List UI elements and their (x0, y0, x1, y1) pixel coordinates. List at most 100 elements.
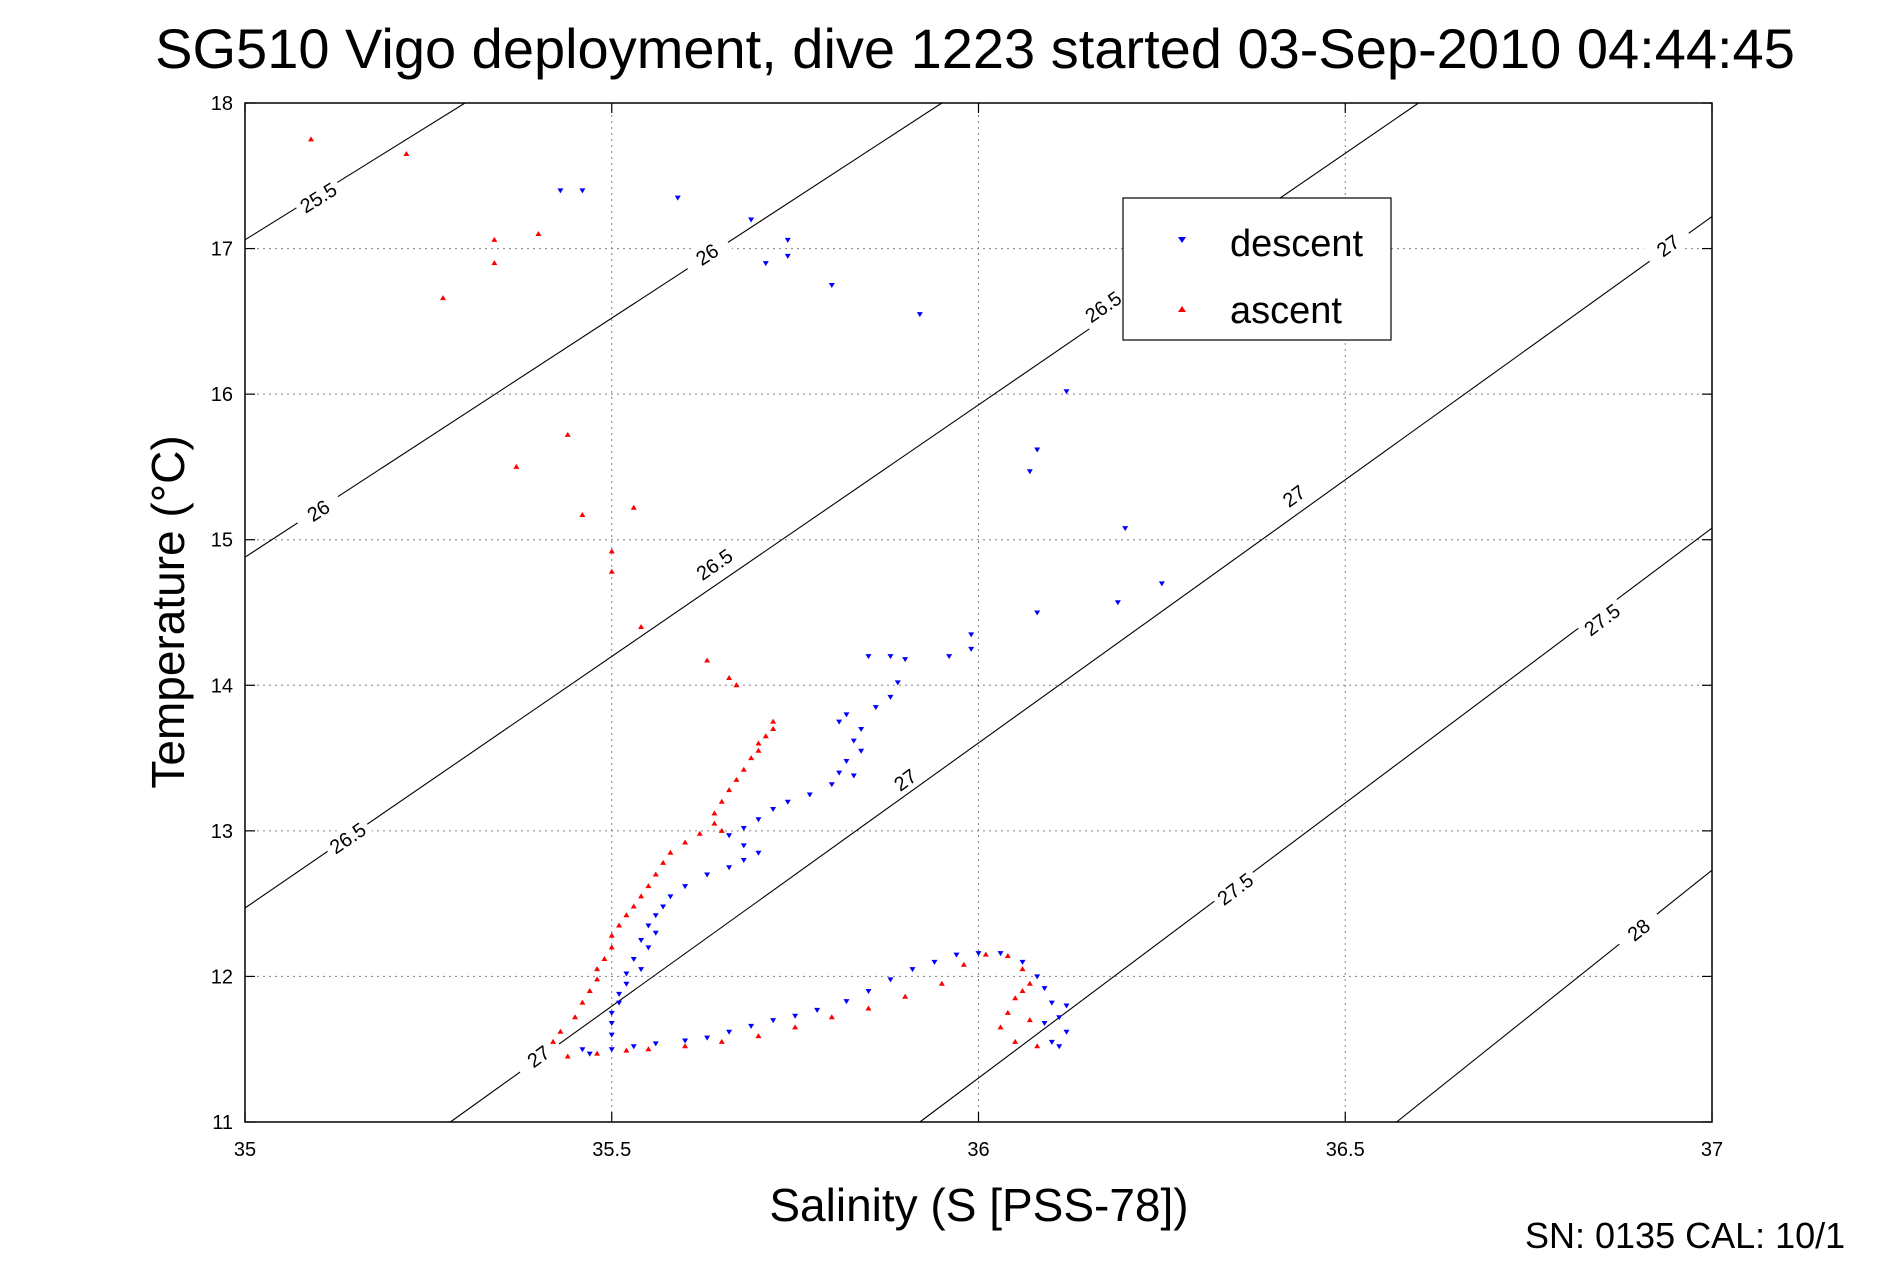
descent-point (623, 971, 630, 977)
ascent-point (755, 747, 762, 753)
ascent-point (550, 1038, 557, 1044)
y-tick-label: 13 (211, 821, 233, 843)
descent-point (660, 904, 667, 910)
ascent-point (733, 682, 740, 688)
descent-point (916, 312, 923, 318)
y-tick-label: 16 (211, 384, 233, 406)
descent-point (1056, 1044, 1063, 1050)
descent-point (704, 872, 711, 878)
descent-point (850, 773, 857, 779)
descent-point (792, 1013, 799, 1019)
data-points (308, 136, 1165, 1059)
ascent-point (513, 463, 520, 469)
descent-point (726, 1029, 733, 1035)
ascent-point (960, 961, 967, 967)
descent-point (652, 913, 659, 919)
descent-point (953, 952, 960, 958)
descent-point (608, 1032, 615, 1038)
descent-point (887, 694, 894, 700)
ascent-point (1034, 1043, 1041, 1049)
descent-point (630, 956, 637, 962)
descent-point (814, 1007, 821, 1013)
ascent-point (564, 431, 571, 437)
ascent-point (586, 987, 593, 993)
ascent-point (696, 830, 703, 836)
descent-point (704, 1035, 711, 1041)
descent-point (1034, 610, 1041, 616)
descent-point (748, 1023, 755, 1029)
descent-point (1034, 447, 1041, 453)
ascent-point (1004, 1009, 1011, 1015)
descent-point (1063, 1029, 1070, 1035)
descent-point (1063, 1003, 1070, 1009)
descent-point (726, 865, 733, 871)
descent-point (858, 748, 865, 754)
descent-point (726, 833, 733, 839)
ascent-point (645, 1046, 652, 1052)
ascent-point (630, 504, 637, 510)
ascent-point (755, 1033, 762, 1039)
descent-point (623, 981, 630, 987)
descent-point (887, 977, 894, 983)
descent-point (608, 1021, 615, 1027)
legend-descent-marker (1178, 237, 1186, 243)
ascent-point (828, 1014, 835, 1020)
descent-point (674, 195, 681, 201)
ascent-point (1019, 987, 1026, 993)
descent-point (836, 719, 843, 725)
descent-point (850, 738, 857, 744)
descent-point (968, 646, 975, 652)
descent-point (806, 792, 813, 798)
descent-point (740, 843, 747, 849)
y-tick-label: 12 (211, 966, 233, 988)
ascent-point (718, 1038, 725, 1044)
legend-ascent-label: ascent (1230, 290, 1342, 332)
ascent-point (608, 568, 615, 574)
descent-point (645, 945, 652, 951)
descent-point (843, 758, 850, 764)
descent-point (902, 657, 909, 663)
legend-ascent-marker (1178, 306, 1186, 312)
descent-point (1063, 389, 1070, 395)
descent-point (1026, 469, 1033, 475)
chart-title: SG510 Vigo deployment, dive 1223 started… (155, 17, 1795, 80)
ascent-point (579, 511, 586, 517)
x-tick-label: 35 (234, 1139, 256, 1161)
descent-point (638, 967, 645, 973)
ascent-point (1012, 1038, 1019, 1044)
ascent-point (902, 993, 909, 999)
descent-point (608, 1047, 615, 1053)
descent-point (836, 770, 843, 776)
descent-point (748, 217, 755, 223)
descent-point (1056, 1015, 1063, 1021)
ascent-point (1026, 980, 1033, 986)
descent-point (630, 1044, 637, 1050)
ascent-point (748, 755, 755, 761)
descent-point (616, 991, 623, 997)
ascent-point (594, 966, 601, 972)
descent-point (557, 188, 564, 194)
descent-point (865, 654, 872, 660)
ascent-point (711, 810, 718, 816)
sigma-contour-label-gap (680, 231, 734, 278)
sigma-contour-label-gap (687, 540, 742, 588)
sigma-contour-label-gap (1208, 865, 1262, 914)
descent-point (586, 1051, 593, 1057)
descent-point (579, 1047, 586, 1053)
ascent-point (594, 1050, 601, 1056)
ascent-point (792, 1024, 799, 1030)
ascent-point (608, 944, 615, 950)
ascent-point (564, 1053, 571, 1059)
descent-point (652, 1041, 659, 1047)
sigma-contour-label-gap (1076, 283, 1130, 331)
ascent-point (608, 548, 615, 554)
ascent-point (718, 827, 725, 833)
x-tick-label: 36.5 (1326, 1139, 1365, 1161)
descent-point (1122, 526, 1129, 532)
ascent-point (682, 839, 689, 845)
ascent-point (660, 859, 667, 865)
y-tick-label: 14 (211, 675, 233, 697)
ascent-point (403, 150, 410, 156)
sigma-contour-line (244, 102, 943, 558)
